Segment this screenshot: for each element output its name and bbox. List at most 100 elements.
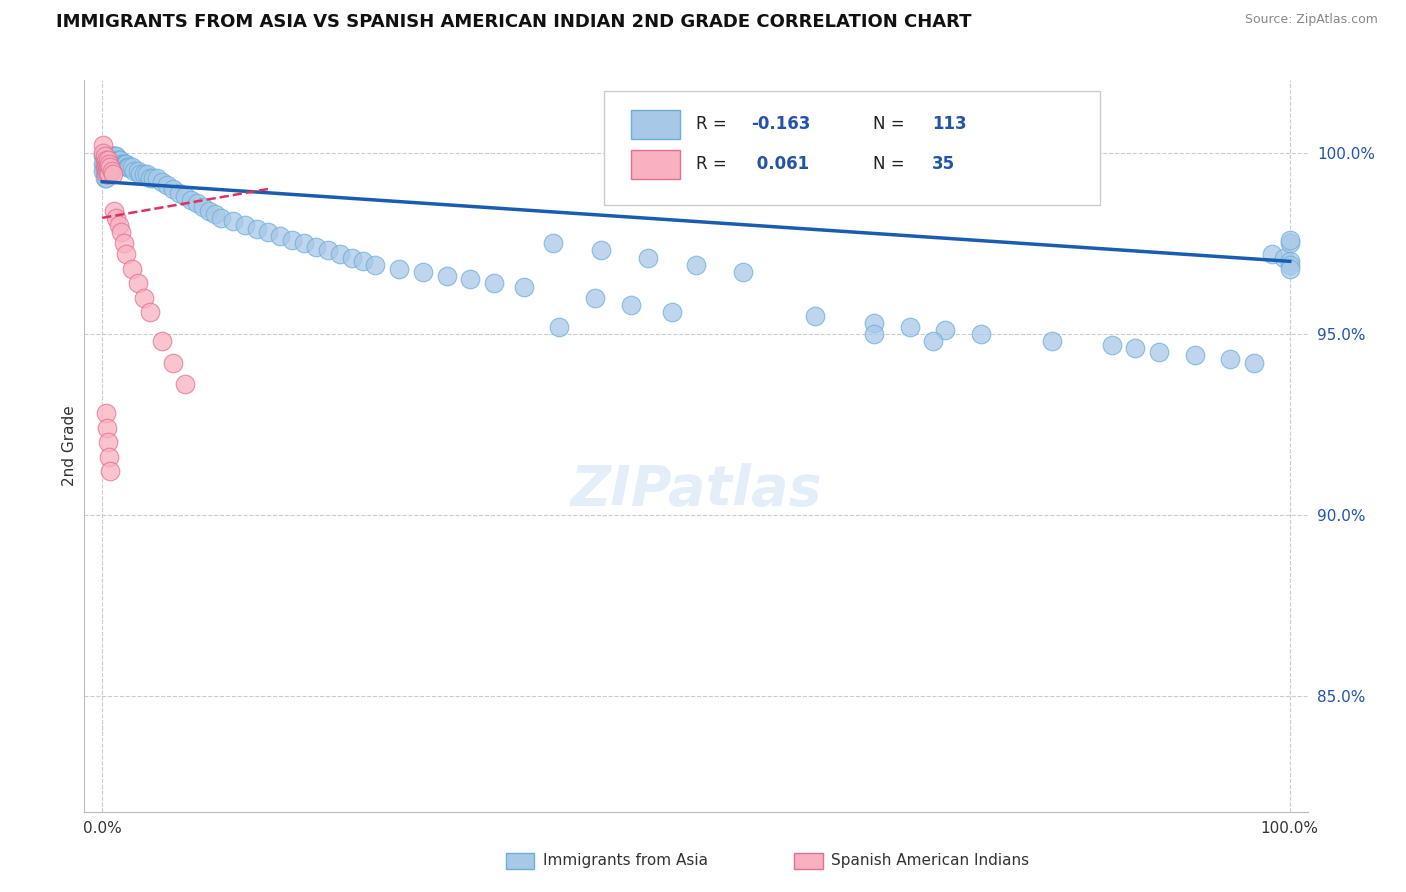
- Text: Spanish American Indians: Spanish American Indians: [831, 854, 1029, 868]
- Point: [110, 225, 132, 239]
- Point: [388, 261, 411, 276]
- Point: [127, 163, 149, 178]
- Point: [620, 298, 643, 312]
- Point: [1278, 258, 1301, 272]
- Point: [118, 160, 141, 174]
- Point: [513, 279, 536, 293]
- Point: [111, 156, 134, 170]
- FancyBboxPatch shape: [794, 853, 823, 869]
- Point: [93, 149, 115, 163]
- Point: [733, 265, 755, 279]
- Point: [934, 323, 956, 337]
- Point: [233, 218, 256, 232]
- Point: [94, 160, 117, 174]
- Point: [93, 138, 115, 153]
- Point: [108, 153, 131, 167]
- Point: [98, 156, 121, 170]
- Point: [970, 326, 993, 341]
- Point: [803, 309, 825, 323]
- Point: [661, 305, 683, 319]
- Point: [222, 214, 245, 228]
- Point: [93, 149, 115, 163]
- Point: [114, 156, 136, 170]
- Point: [269, 229, 291, 244]
- Point: [97, 153, 120, 167]
- Point: [637, 251, 659, 265]
- Point: [96, 156, 118, 170]
- Point: [329, 247, 352, 261]
- Point: [482, 276, 505, 290]
- Point: [209, 211, 232, 225]
- Text: IMMIGRANTS FROM ASIA VS SPANISH AMERICAN INDIAN 2ND GRADE CORRELATION CHART: IMMIGRANTS FROM ASIA VS SPANISH AMERICAN…: [56, 13, 972, 31]
- Point: [97, 149, 120, 163]
- Point: [412, 265, 434, 279]
- Point: [115, 247, 138, 261]
- FancyBboxPatch shape: [631, 150, 681, 179]
- Point: [107, 218, 129, 232]
- Point: [94, 171, 117, 186]
- Point: [364, 258, 387, 272]
- Point: [94, 153, 117, 167]
- Point: [104, 149, 127, 163]
- Point: [1272, 251, 1295, 265]
- Point: [174, 377, 197, 392]
- Point: [103, 203, 125, 218]
- Y-axis label: 2nd Grade: 2nd Grade: [62, 406, 77, 486]
- Point: [121, 261, 143, 276]
- Point: [1278, 254, 1301, 268]
- Point: [100, 163, 122, 178]
- Text: 0.061: 0.061: [751, 155, 808, 173]
- Text: Immigrants from Asia: Immigrants from Asia: [543, 854, 707, 868]
- Point: [292, 236, 315, 251]
- Point: [863, 316, 886, 330]
- Point: [898, 319, 921, 334]
- Point: [96, 163, 118, 178]
- Point: [1219, 352, 1241, 367]
- Point: [150, 334, 173, 348]
- Point: [104, 156, 127, 170]
- Point: [96, 156, 118, 170]
- Point: [100, 163, 122, 178]
- Point: [863, 326, 886, 341]
- Point: [129, 168, 152, 182]
- FancyBboxPatch shape: [605, 91, 1099, 204]
- Point: [1125, 341, 1147, 355]
- Point: [169, 186, 191, 200]
- Point: [97, 435, 120, 450]
- Point: [100, 464, 122, 478]
- Point: [1147, 344, 1170, 359]
- Point: [1184, 349, 1206, 363]
- Text: 113: 113: [932, 115, 967, 133]
- Point: [93, 171, 115, 186]
- FancyBboxPatch shape: [631, 110, 681, 139]
- Point: [245, 221, 267, 235]
- Point: [117, 160, 139, 174]
- Point: [97, 163, 120, 178]
- Point: [96, 163, 118, 178]
- Point: [100, 160, 122, 174]
- Point: [138, 305, 160, 319]
- Point: [132, 168, 155, 182]
- Point: [460, 272, 482, 286]
- Point: [543, 236, 565, 251]
- Text: -0.163: -0.163: [751, 115, 810, 133]
- Point: [316, 244, 339, 258]
- Point: [93, 156, 115, 170]
- Point: [146, 171, 169, 186]
- Point: [922, 334, 945, 348]
- Point: [191, 200, 214, 214]
- Point: [115, 156, 138, 170]
- Point: [107, 153, 129, 167]
- Point: [685, 258, 707, 272]
- Text: N =: N =: [873, 155, 910, 173]
- Point: [96, 149, 118, 163]
- Point: [94, 406, 117, 420]
- Point: [1278, 236, 1301, 251]
- Point: [121, 160, 143, 174]
- FancyBboxPatch shape: [506, 853, 534, 869]
- Point: [156, 178, 179, 193]
- Point: [105, 211, 128, 225]
- Point: [93, 163, 115, 178]
- Point: [340, 251, 363, 265]
- Point: [93, 145, 115, 160]
